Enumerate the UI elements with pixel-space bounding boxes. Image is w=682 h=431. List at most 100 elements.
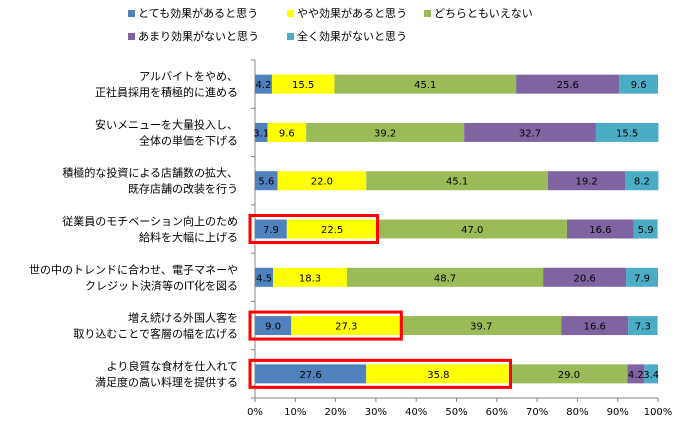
category-label-3-0: 従業員のモチベーション向上のため — [62, 214, 238, 228]
data-label-6-1: 35.8 — [427, 370, 449, 381]
category-label-0-1: 正社員採用を積極的に進める — [95, 85, 238, 99]
data-label-5-1: 27.3 — [335, 322, 357, 333]
data-label-5-2: 39.7 — [470, 322, 492, 333]
bar-segment-1-3 — [464, 122, 596, 142]
bar-segment-3-2 — [377, 219, 567, 239]
bar-segment-6-3 — [627, 364, 645, 384]
data-label-2-4: 8.2 — [634, 177, 650, 188]
bar-segment-0-0 — [255, 74, 272, 94]
x-tick-label-10: 100% — [644, 407, 673, 418]
data-label-2-2: 45.1 — [446, 177, 468, 188]
highlight-box-2 — [248, 358, 513, 389]
x-tick-label-6: 60% — [486, 407, 508, 418]
bar-segment-2-4 — [625, 171, 659, 191]
data-label-1-3: 32.7 — [519, 128, 541, 139]
bar-segment-3-1 — [286, 219, 378, 239]
category-label-0-0: アルバイトをやめ、 — [139, 70, 238, 83]
category-label-1-0: 安いメニューを大量投入し、 — [95, 117, 238, 131]
category-label-4-0: 世の中のトレンドに合わせ、電子マネーや — [29, 262, 238, 276]
bar-segment-6-2 — [510, 364, 628, 384]
bar-segment-2-0 — [255, 171, 278, 191]
legend-label-0: とても効果があると思う — [138, 6, 258, 20]
x-tick-label-7: 70% — [526, 407, 548, 418]
data-label-2-3: 19.2 — [576, 177, 598, 188]
legend-swatch-1 — [287, 10, 294, 17]
data-label-1-4: 15.5 — [616, 128, 638, 139]
legend-label-4: 全く効果がないと思う — [297, 29, 407, 43]
legend-swatch-3 — [128, 33, 135, 40]
legend-label-2: どちらともいえない — [434, 7, 533, 20]
data-label-3-4: 5.9 — [638, 225, 654, 236]
data-label-1-1: 9.6 — [279, 128, 295, 139]
bar-segment-6-0 — [255, 364, 367, 384]
bar-segment-0-2 — [334, 74, 517, 94]
data-label-0-0: 4.2 — [256, 80, 272, 91]
bar-segment-4-1 — [273, 267, 347, 287]
bar-segment-2-3 — [547, 171, 626, 191]
bar-segment-4-3 — [543, 267, 627, 287]
category-label-2-1: 既存店舗の改装を行う — [128, 182, 238, 196]
data-label-4-1: 18.3 — [299, 273, 321, 284]
legend-swatch-4 — [287, 33, 294, 40]
data-label-5-0: 9.0 — [265, 322, 281, 333]
data-label-0-3: 25.6 — [557, 80, 579, 91]
data-label-4-2: 48.7 — [434, 273, 456, 284]
legend-label-1: やや効果があると思う — [297, 6, 407, 20]
bar-segment-3-0 — [255, 219, 287, 239]
data-label-1-2: 39.2 — [374, 128, 396, 139]
category-label-5-1: 取り込むことで客層の幅を広げる — [73, 327, 238, 341]
bar-segment-2-1 — [277, 171, 367, 191]
data-label-6-3: 4.2 — [628, 370, 644, 381]
data-label-3-3: 16.6 — [589, 225, 611, 236]
bar-segment-1-2 — [306, 122, 465, 142]
category-label-5-0: 増え続ける外国人客を — [128, 311, 238, 325]
data-label-3-2: 47.0 — [461, 225, 483, 236]
bar-segment-1-1 — [267, 122, 307, 142]
bar-segment-1-0 — [255, 122, 268, 142]
x-tick-label-8: 80% — [566, 407, 588, 418]
category-label-3-1: 給料を大幅に上げる — [139, 230, 238, 244]
data-label-2-0: 5.6 — [258, 177, 274, 188]
data-label-0-2: 45.1 — [414, 80, 436, 91]
data-label-4-4: 7.9 — [634, 273, 650, 284]
bar-segment-4-4 — [626, 267, 658, 287]
x-tick-label-1: 10% — [284, 407, 306, 418]
data-label-3-0: 7.9 — [263, 225, 279, 236]
legend-label-3: あまり効果がないと思う — [138, 29, 259, 43]
x-tick-label-3: 30% — [365, 407, 387, 418]
data-label-4-0: 4.5 — [256, 273, 272, 284]
highlight-box-1 — [248, 310, 403, 341]
bar-segment-6-4 — [644, 364, 658, 384]
bar-segment-3-3 — [566, 219, 634, 239]
category-label-4-1: クレジット決済等のIT化を図る — [85, 278, 238, 292]
data-label-5-3: 16.6 — [584, 322, 606, 333]
data-label-5-4: 7.3 — [635, 322, 651, 333]
data-label-4-3: 20.6 — [574, 273, 596, 284]
bar-segment-2-2 — [366, 171, 548, 191]
data-label-0-4: 9.6 — [631, 80, 647, 91]
data-label-1-0: 3.1 — [253, 128, 269, 139]
bar-segment-5-4 — [628, 316, 658, 336]
bar-segment-6-1 — [366, 364, 511, 384]
bar-segment-0-1 — [271, 74, 335, 94]
x-tick-label-0: 0% — [247, 407, 263, 418]
bar-segment-4-0 — [255, 267, 274, 287]
bar-segment-0-3 — [516, 74, 620, 94]
category-label-6-0: より良質な食材を仕入れて — [107, 359, 238, 373]
legend-swatch-0 — [128, 10, 135, 17]
legend-swatch-2 — [424, 10, 431, 17]
bar-segment-5-2 — [401, 316, 562, 336]
bar-segment-3-4 — [633, 219, 658, 239]
category-label-2-0: 積極的な投資による店舗数の拡大、 — [62, 166, 238, 180]
data-label-6-4: 3.4 — [643, 370, 659, 381]
x-tick-label-9: 90% — [607, 407, 629, 418]
bar-segment-1-4 — [595, 122, 659, 142]
x-tick-label-4: 40% — [405, 407, 427, 418]
x-tick-label-5: 50% — [445, 407, 467, 418]
category-label-1-1: 全体の単価を下げる — [139, 133, 238, 147]
data-label-0-1: 15.5 — [292, 80, 314, 91]
bar-segment-4-2 — [346, 267, 544, 287]
bar-segment-0-4 — [619, 74, 658, 94]
